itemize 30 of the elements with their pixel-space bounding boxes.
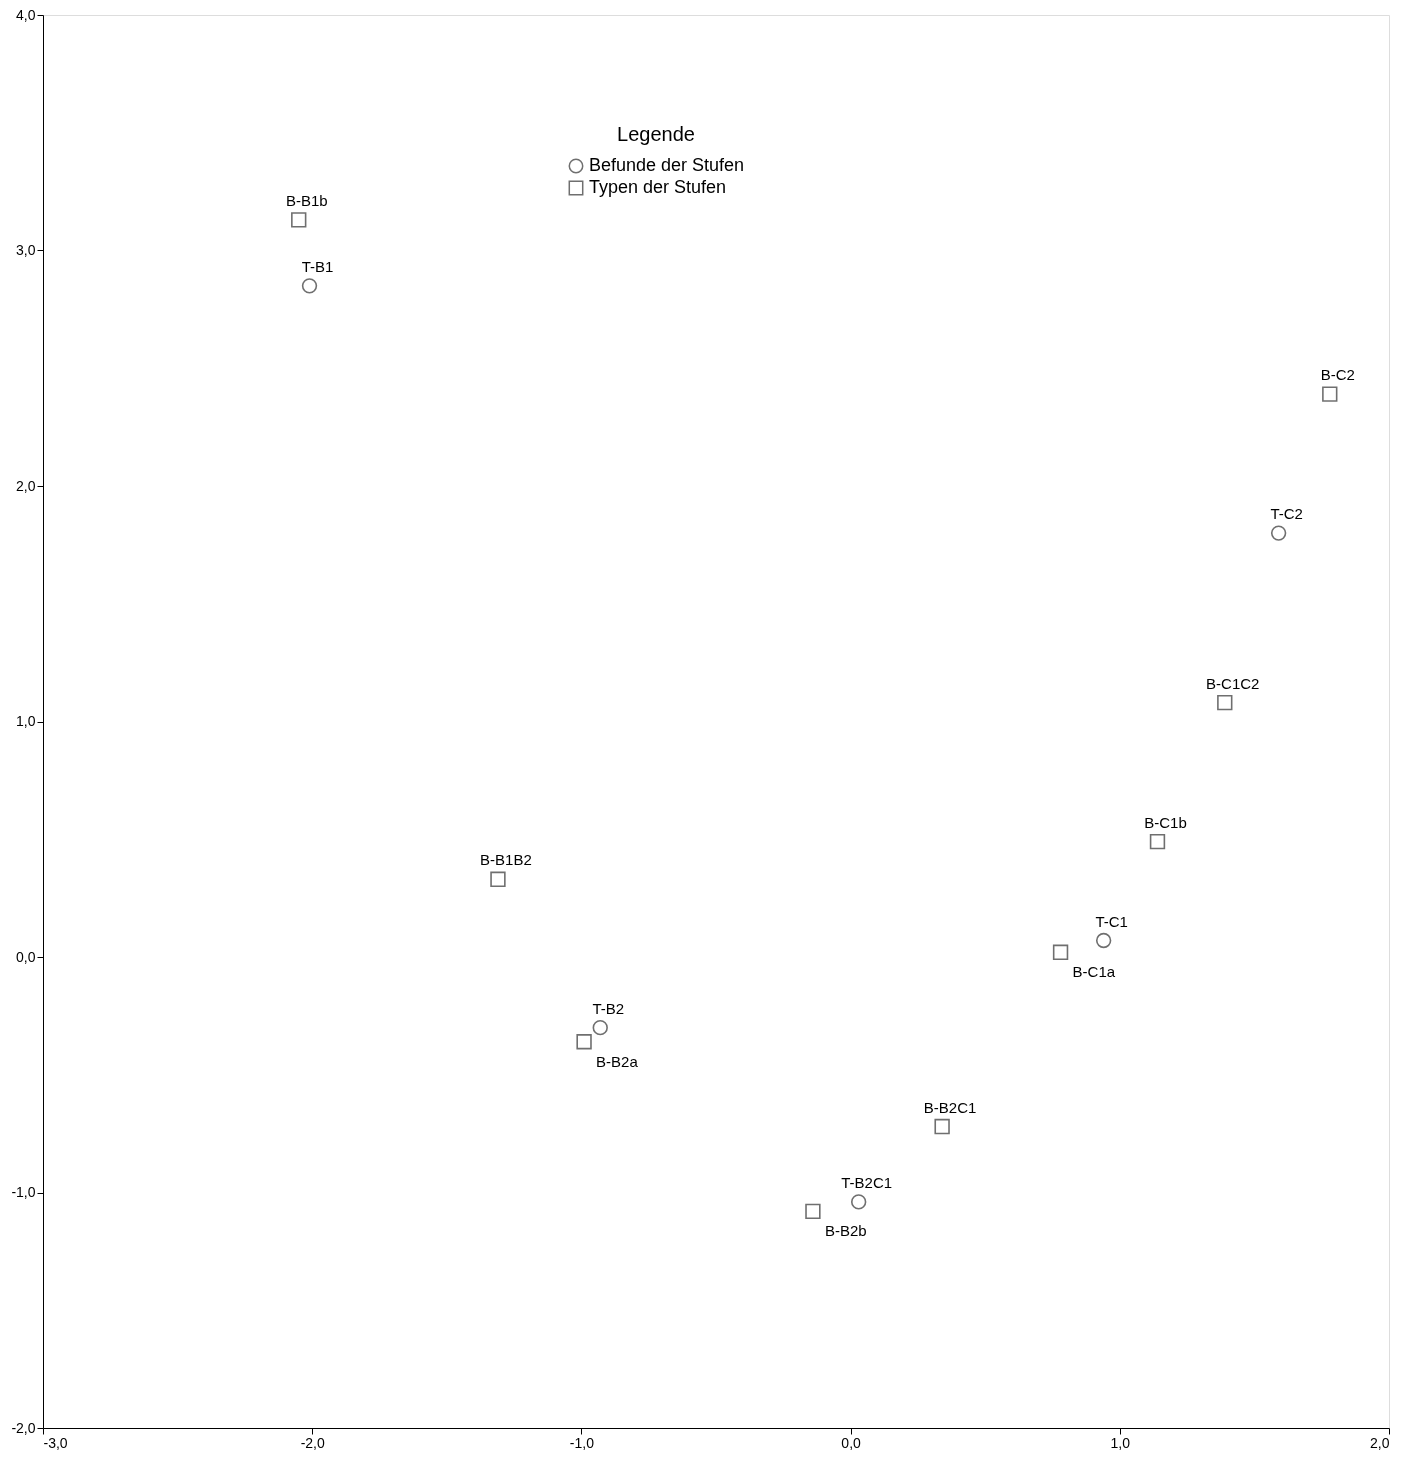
x-tick-label: 1,0 — [1110, 1434, 1131, 1451]
legend-title: Legende — [617, 123, 695, 145]
annotation: T-B1 — [301, 257, 334, 275]
y-tick-label: -1,0 — [11, 1184, 36, 1200]
y-tick-label: -2,0 — [11, 1419, 36, 1436]
y-tick-label: 3,0 — [16, 242, 36, 258]
y-tick-label: 2,0 — [16, 477, 36, 494]
y-tick-label: 1,0 — [16, 713, 36, 729]
legend-label: Befunde der Stufen — [589, 155, 745, 175]
annotation: B-B1b — [285, 191, 328, 209]
annotation: B-C1C2 — [1206, 674, 1260, 692]
annotation: T-B2C1 — [841, 1173, 893, 1191]
x-tick-label: 0,0 — [841, 1434, 862, 1451]
annotation: T-B2 — [592, 999, 625, 1017]
annotation: B-C1b — [1144, 813, 1187, 831]
x-tick-label: -3,0 — [43, 1434, 68, 1451]
annotation: B-B2b — [824, 1222, 867, 1240]
legend-label: Typen der Stufen — [589, 177, 727, 197]
x-tick-label: -2,0 — [300, 1434, 325, 1451]
annotation: B-C1a — [1072, 963, 1116, 981]
annotation: T-C1 — [1095, 912, 1128, 930]
annotation: B-B2C1 — [923, 1098, 977, 1116]
annotation: T-C2 — [1270, 505, 1303, 523]
x-tick-label: -1,0 — [569, 1434, 595, 1451]
annotation: B-B2a — [596, 1052, 639, 1070]
x-tick-label: 2,0 — [1370, 1434, 1390, 1451]
annotation: B-B1B2 — [480, 851, 532, 869]
annotation: B-C2 — [1320, 366, 1355, 384]
y-tick-label: 4,0 — [16, 6, 36, 23]
y-tick-label: 0,0 — [16, 948, 36, 965]
